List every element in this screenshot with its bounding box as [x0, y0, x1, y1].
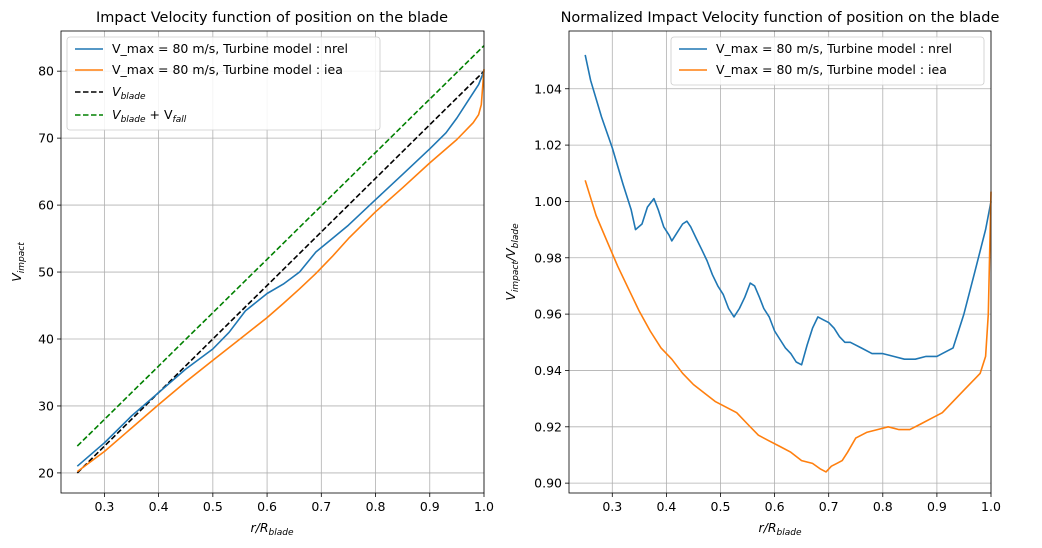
- right-y-tick-label: 0.96: [534, 307, 562, 322]
- left-y-tick-label: 50: [38, 265, 54, 280]
- right-y-axis-label: Vimpact/Vblade: [503, 223, 521, 301]
- left-legend-label-vblade-vfall: Vblade + Vfall: [112, 107, 187, 125]
- left-y-tick-label: 20: [38, 465, 54, 480]
- right-series-group: [584, 54, 992, 473]
- left-plot-frame: [60, 30, 485, 494]
- right-x-axis-label: r/Rblade: [758, 520, 801, 538]
- right-series-line-1: [584, 180, 992, 473]
- left-y-tick-label: 70: [38, 131, 54, 146]
- left-x-tick-label: 0.8: [366, 499, 386, 514]
- right-plot-frame: [568, 30, 992, 494]
- left-x-tick-label: 0.3: [94, 499, 114, 514]
- right-y-tick-label: 0.98: [534, 250, 562, 265]
- right-x-tick-label: 0.8: [873, 499, 893, 514]
- right-y-tick-label: 1.02: [534, 138, 562, 153]
- left-x-tick-label: 0.7: [311, 499, 331, 514]
- left-x-axis-label: r/Rblade: [250, 520, 293, 538]
- left-y-tick-label: 40: [38, 332, 54, 347]
- left-x-ticks: 0.3 0.4 0.5 0.6 0.7 0.8 0.9 1.0: [94, 493, 494, 514]
- right-series-line-0: [584, 54, 992, 366]
- left-y-tick-label: 30: [38, 398, 54, 413]
- right-x-tick-label: 1.0: [981, 499, 1001, 514]
- left-series-line-0: [76, 70, 485, 467]
- right-chart-panel: Normalized Impact Velocity function of p…: [503, 10, 1001, 538]
- right-y-tick-label: 1.04: [534, 81, 562, 96]
- left-chart-panel: Impact Velocity function of position on …: [9, 10, 494, 538]
- right-legend-label-nrel: V_max = 80 m/s, Turbine model : nrel: [716, 41, 952, 56]
- left-y-ticks: 20 30 40 50 60 70 80: [38, 64, 61, 480]
- right-y-tick-label: 0.94: [534, 363, 562, 378]
- right-y-tick-label: 0.92: [534, 419, 562, 434]
- right-x-tick-label: 0.9: [927, 499, 947, 514]
- right-x-tick-label: 0.3: [602, 499, 622, 514]
- right-x-tick-label: 0.7: [819, 499, 839, 514]
- left-x-tick-label: 0.4: [149, 499, 169, 514]
- left-legend-label-nrel: V_max = 80 m/s, Turbine model : nrel: [112, 41, 348, 56]
- left-series-line-1: [76, 69, 485, 473]
- right-x-ticks: 0.3 0.4 0.5 0.6 0.7 0.8 0.9 1.0: [602, 493, 1001, 514]
- right-y-ticks: 0.90 0.92 0.94 0.96 0.98 1.00 1.02 1.04: [534, 81, 569, 491]
- right-x-tick-label: 0.5: [711, 499, 731, 514]
- left-series-line-3: [76, 45, 485, 447]
- right-grid: [569, 31, 992, 493]
- left-chart-title: Impact Velocity function of position on …: [96, 10, 448, 26]
- left-legend: V_max = 80 m/s, Turbine model : nrel V_m…: [66, 36, 381, 131]
- left-legend-label-iea: V_max = 80 m/s, Turbine model : iea: [112, 62, 343, 77]
- left-x-tick-label: 0.6: [257, 499, 277, 514]
- left-series-group: [76, 45, 485, 474]
- right-legend: V_max = 80 m/s, Turbine model : nrel V_m…: [670, 36, 985, 86]
- right-chart-title: Normalized Impact Velocity function of p…: [561, 10, 1000, 26]
- right-y-tick-label: 0.90: [534, 476, 562, 491]
- right-legend-label-iea: V_max = 80 m/s, Turbine model : iea: [716, 62, 947, 77]
- left-y-tick-label: 60: [38, 198, 54, 213]
- right-x-tick-label: 0.6: [765, 499, 785, 514]
- left-x-tick-label: 1.0: [474, 499, 494, 514]
- left-x-tick-label: 0.9: [420, 499, 440, 514]
- left-legend-label-vblade: Vblade: [112, 84, 146, 102]
- left-x-tick-label: 0.5: [203, 499, 223, 514]
- right-y-tick-label: 1.00: [534, 194, 562, 209]
- left-series-line-2: [76, 70, 485, 474]
- left-y-tick-label: 80: [38, 64, 54, 79]
- left-y-axis-label: Vimpact: [9, 242, 27, 282]
- right-x-tick-label: 0.4: [656, 499, 676, 514]
